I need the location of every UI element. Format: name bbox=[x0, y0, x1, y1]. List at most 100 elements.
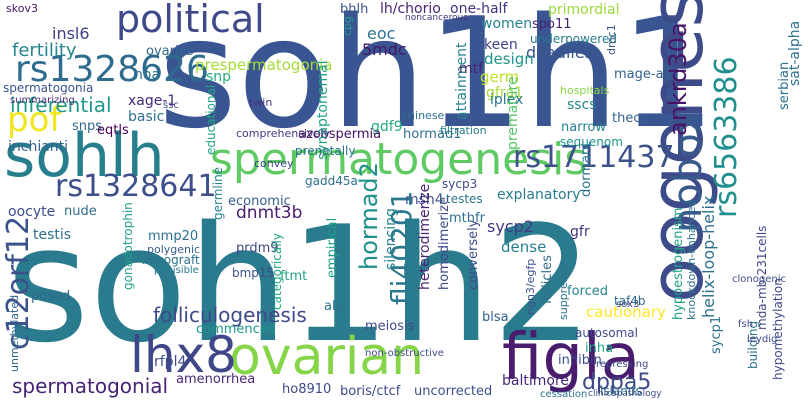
word: sycp1 bbox=[709, 315, 724, 354]
word: sscs bbox=[567, 97, 597, 113]
word: rfpl4 bbox=[154, 354, 187, 370]
word: islands bbox=[600, 384, 642, 398]
word: eqtls bbox=[97, 123, 129, 138]
word: soh1h1 bbox=[158, 0, 717, 162]
word: azoospermia bbox=[298, 127, 382, 142]
word: inha bbox=[585, 341, 614, 356]
word: fertility bbox=[12, 40, 77, 61]
word: mage-a1 bbox=[614, 67, 672, 82]
word: lh/chorio bbox=[380, 1, 441, 17]
word: convey bbox=[254, 157, 294, 170]
word: oocyte bbox=[8, 204, 56, 220]
word: clonogenic bbox=[732, 274, 786, 285]
word: explanatory bbox=[497, 187, 581, 203]
word: economic bbox=[228, 194, 291, 209]
word: gonadotrophin bbox=[121, 202, 135, 290]
word: mthfr bbox=[449, 211, 485, 226]
word: narrow bbox=[561, 120, 606, 135]
word: ssc bbox=[163, 100, 179, 111]
word: dppa5 bbox=[582, 370, 652, 395]
word: ho8910 bbox=[282, 382, 332, 397]
word: rs6563386 bbox=[709, 56, 744, 218]
word: mtf bbox=[459, 61, 484, 77]
word: sycp2 bbox=[487, 217, 534, 236]
word: polygenic bbox=[147, 243, 201, 256]
word: premature bbox=[505, 76, 521, 150]
word: non-obstructive bbox=[365, 348, 444, 359]
word: gdf9 bbox=[371, 119, 403, 135]
word: snps bbox=[72, 119, 103, 134]
word: forced bbox=[567, 284, 608, 299]
word: inhibin bbox=[558, 353, 602, 368]
word: ovaries bbox=[146, 44, 194, 59]
word: mmp20 bbox=[148, 229, 199, 244]
word: empirical bbox=[325, 217, 340, 278]
word: rs1328641 bbox=[55, 169, 217, 204]
word: amenorrhea bbox=[176, 372, 256, 387]
word: meiosis bbox=[365, 319, 415, 334]
word: sequenom bbox=[560, 135, 623, 149]
word: repressing bbox=[596, 359, 649, 370]
word: cessation bbox=[540, 389, 588, 400]
word: noncancerous bbox=[405, 13, 468, 23]
word: hypoestrogenism bbox=[671, 207, 686, 320]
word: insl6 bbox=[52, 24, 90, 43]
word: testes bbox=[446, 192, 483, 206]
word: figla bbox=[502, 321, 640, 395]
word: primordial bbox=[548, 2, 620, 18]
word: plausible bbox=[154, 265, 199, 276]
word: skov3 bbox=[6, 2, 38, 15]
word: ftmt bbox=[280, 269, 308, 284]
word: silencing bbox=[383, 208, 399, 270]
word: theca bbox=[612, 111, 649, 126]
word: germline bbox=[211, 166, 225, 220]
word: rs1328626 bbox=[15, 49, 209, 90]
word: sox3 bbox=[616, 299, 640, 310]
word: dmc1 bbox=[605, 24, 618, 55]
word: chinese bbox=[402, 109, 445, 122]
word: one-half bbox=[450, 1, 508, 17]
word: twin bbox=[249, 96, 273, 109]
word: bhlh bbox=[340, 2, 369, 17]
word: 5mdc bbox=[362, 40, 407, 59]
word: hormad2 bbox=[355, 162, 383, 270]
word: uncorrected bbox=[414, 384, 493, 399]
word: spermatogonial bbox=[12, 374, 169, 398]
word: prenatally bbox=[295, 144, 356, 158]
word: commenced bbox=[196, 322, 277, 337]
word: helix-loop-helix bbox=[699, 195, 718, 318]
word: keen bbox=[484, 37, 518, 53]
word: snp bbox=[206, 69, 232, 85]
word: dnmt3b bbox=[236, 203, 303, 223]
word: blsa bbox=[482, 310, 509, 325]
word: pof bbox=[7, 100, 62, 140]
word: posed bbox=[31, 289, 71, 304]
word: spermatogenesis bbox=[210, 134, 588, 185]
word: fsh bbox=[738, 319, 754, 330]
word: hospitals bbox=[560, 84, 610, 97]
word: sat-alpha bbox=[787, 20, 803, 86]
word: homodimerize bbox=[437, 196, 452, 290]
word: boris/ctcf bbox=[340, 384, 401, 399]
word: underpowered bbox=[530, 32, 617, 46]
word: prespermatogonia bbox=[195, 56, 333, 74]
word: categorically bbox=[270, 233, 284, 310]
word: iplex bbox=[490, 92, 524, 108]
word: gfra1 bbox=[486, 85, 524, 101]
word: clinicopathology bbox=[588, 389, 662, 399]
word: ngn3/egfp bbox=[524, 258, 537, 315]
word: heterodimerize bbox=[417, 183, 433, 290]
word: filtration bbox=[440, 124, 487, 137]
word: rs1711437 bbox=[513, 140, 675, 175]
word: gadd45a bbox=[305, 174, 358, 188]
word: dense bbox=[501, 238, 547, 256]
word: inchianti bbox=[8, 139, 69, 155]
word: inferential bbox=[10, 93, 112, 117]
word: eoc bbox=[367, 24, 396, 43]
word: autosomal bbox=[575, 326, 638, 340]
word: dormant bbox=[579, 141, 594, 197]
word: conversely bbox=[466, 219, 481, 290]
word: knockdown-enhanced bbox=[685, 199, 698, 320]
word: suppressor bbox=[557, 259, 570, 320]
word: nude bbox=[64, 204, 97, 219]
